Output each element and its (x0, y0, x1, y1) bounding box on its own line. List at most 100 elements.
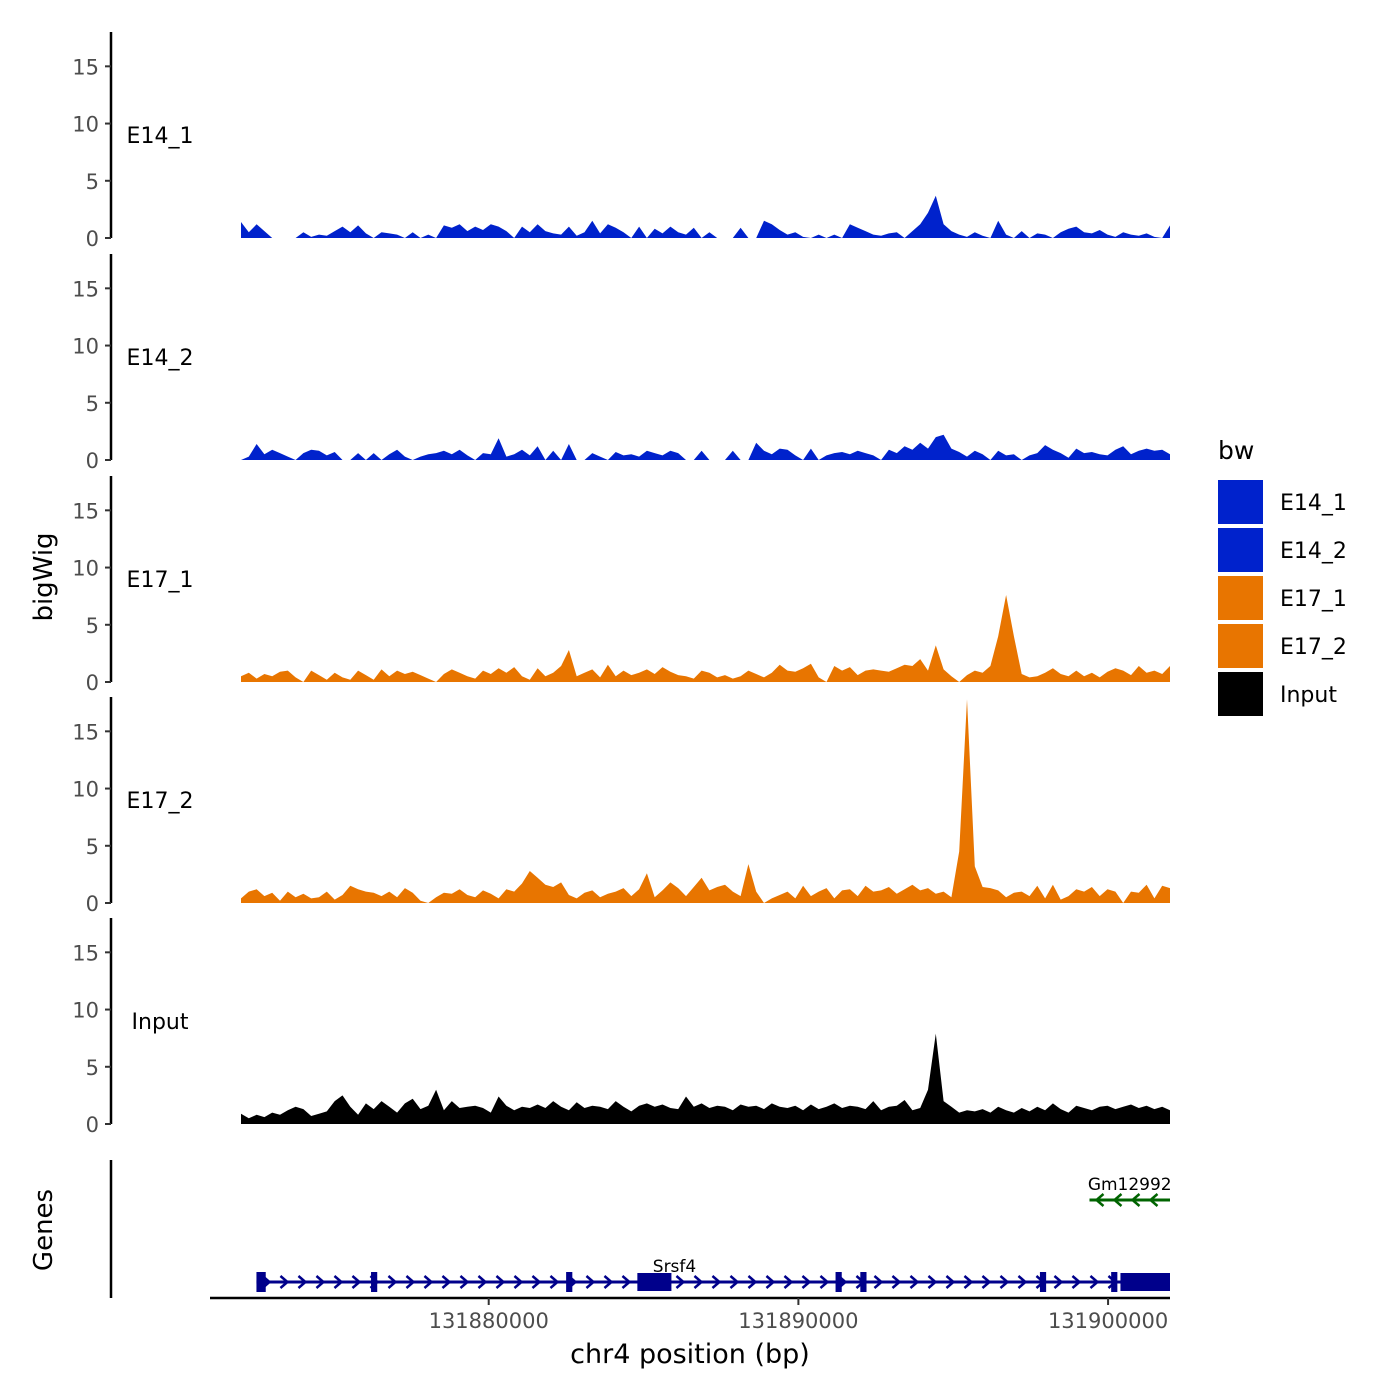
exon (835, 1272, 842, 1292)
gene-name-label: Srsf4 (653, 1257, 696, 1277)
track-E14_2: 0 5 10 15 E14_2 (72, 254, 1170, 473)
exon (1120, 1273, 1170, 1291)
legend-entry: E17_1 (1218, 576, 1347, 620)
strand-arrow (963, 1275, 974, 1289)
strand-arrow (711, 1275, 722, 1289)
exon (1039, 1272, 1047, 1292)
y-tick-label: 15 (72, 499, 99, 523)
strand-arrow (621, 1275, 632, 1289)
y-tick-label: 5 (86, 170, 99, 194)
strand-arrow (513, 1275, 524, 1289)
strand-arrow (459, 1275, 470, 1289)
coverage-area-E14_1 (241, 195, 1170, 238)
gene-Gm12992: Gm12992 (1088, 1175, 1172, 1207)
track-E17_1: 0 5 10 15 E17_1 (72, 476, 1170, 695)
y-tick-label: 5 (86, 614, 99, 638)
legend-swatch (1218, 528, 1263, 572)
legend-label: E17_1 (1280, 587, 1347, 612)
strand-arrow (999, 1275, 1010, 1289)
legend-label: Input (1280, 683, 1337, 708)
strand-arrow (765, 1275, 776, 1289)
coverage-area-E17_2 (241, 699, 1170, 903)
legend-swatch (1218, 480, 1263, 524)
legend-label: E14_1 (1280, 491, 1347, 516)
legend-entry: E14_1 (1218, 480, 1347, 524)
y-tick-label: 0 (86, 227, 99, 251)
track-E17_2: 0 5 10 15 E17_2 (72, 697, 1170, 916)
strand-arrow (531, 1275, 542, 1289)
strand-arrow (981, 1275, 992, 1289)
strand-arrow (945, 1275, 956, 1289)
y-tick-label: 5 (86, 392, 99, 416)
legend-label: E17_2 (1280, 635, 1347, 660)
exon (637, 1273, 672, 1291)
strand-arrow (585, 1275, 596, 1289)
y-tick-label: 15 (72, 941, 99, 965)
track-label: E17_1 (127, 568, 194, 593)
strand-arrow (279, 1275, 290, 1289)
track-label: Input (132, 1010, 189, 1035)
x-tick-label: 131890000 (738, 1309, 858, 1333)
legend-swatch (1218, 624, 1263, 668)
strand-arrow (891, 1275, 902, 1289)
strand-arrow (315, 1275, 326, 1289)
strand-arrow (387, 1275, 398, 1289)
strand-arrow (927, 1275, 938, 1289)
strand-arrow (1017, 1275, 1028, 1289)
y-tick-label: 5 (86, 1056, 99, 1080)
strand-arrow (1089, 1275, 1100, 1289)
legend-entry: Input (1218, 672, 1337, 716)
genes-axis-title: Genes (29, 1189, 59, 1271)
track-label: E17_2 (127, 789, 194, 814)
y-tick-label: 10 (72, 113, 99, 137)
y-tick-label: 0 (86, 1113, 99, 1137)
legend-label: E14_2 (1280, 539, 1347, 564)
exon (256, 1272, 266, 1292)
legend-swatch (1218, 576, 1263, 620)
strand-arrow (675, 1275, 686, 1289)
strand-arrow (1148, 1193, 1159, 1207)
legend-entry: E14_2 (1218, 528, 1347, 572)
strand-arrow (1112, 1193, 1123, 1207)
strand-arrow (405, 1275, 416, 1289)
strand-arrow (819, 1275, 830, 1289)
y-axis-title: bigWig (29, 532, 59, 621)
legend-entry: E17_2 (1218, 624, 1347, 668)
y-tick-label: 0 (86, 671, 99, 695)
strand-arrow (1053, 1275, 1064, 1289)
x-tick-label: 131900000 (1048, 1309, 1168, 1333)
strand-arrow (909, 1275, 920, 1289)
y-tick-label: 0 (86, 892, 99, 916)
strand-arrow (423, 1275, 434, 1289)
strand-arrow (495, 1275, 506, 1289)
coverage-area-E17_1 (241, 595, 1170, 682)
gene-name-label: Gm12992 (1088, 1175, 1172, 1195)
exon (860, 1272, 867, 1292)
strand-arrow (873, 1275, 884, 1289)
strand-arrow (801, 1275, 812, 1289)
strand-arrow (441, 1275, 452, 1289)
track-Input: 0 5 10 15 Input (72, 918, 1170, 1137)
legend-title: bw (1218, 436, 1254, 465)
y-tick-label: 10 (72, 335, 99, 359)
y-tick-label: 15 (72, 55, 99, 79)
strand-arrow (549, 1275, 560, 1289)
exon (371, 1272, 378, 1292)
exon (566, 1272, 573, 1292)
strand-arrow (603, 1275, 614, 1289)
gene-track: Srsf4 Gm12992 (109, 1160, 1172, 1298)
strand-arrow (351, 1275, 362, 1289)
strand-arrow (693, 1275, 704, 1289)
y-tick-label: 15 (72, 277, 99, 301)
strand-arrow (1071, 1275, 1082, 1289)
y-tick-label: 0 (86, 449, 99, 473)
x-axis-title: chr4 position (bp) (570, 1339, 810, 1370)
track-label: E14_1 (127, 124, 194, 149)
strand-arrow (477, 1275, 488, 1289)
strand-arrow (1094, 1193, 1105, 1207)
legend-swatch (1218, 672, 1263, 716)
y-tick-label: 5 (86, 835, 99, 859)
y-tick-label: 10 (72, 778, 99, 802)
legend: bw E14_1 E14_2 E17_1 E17_2 Input (1218, 436, 1347, 716)
